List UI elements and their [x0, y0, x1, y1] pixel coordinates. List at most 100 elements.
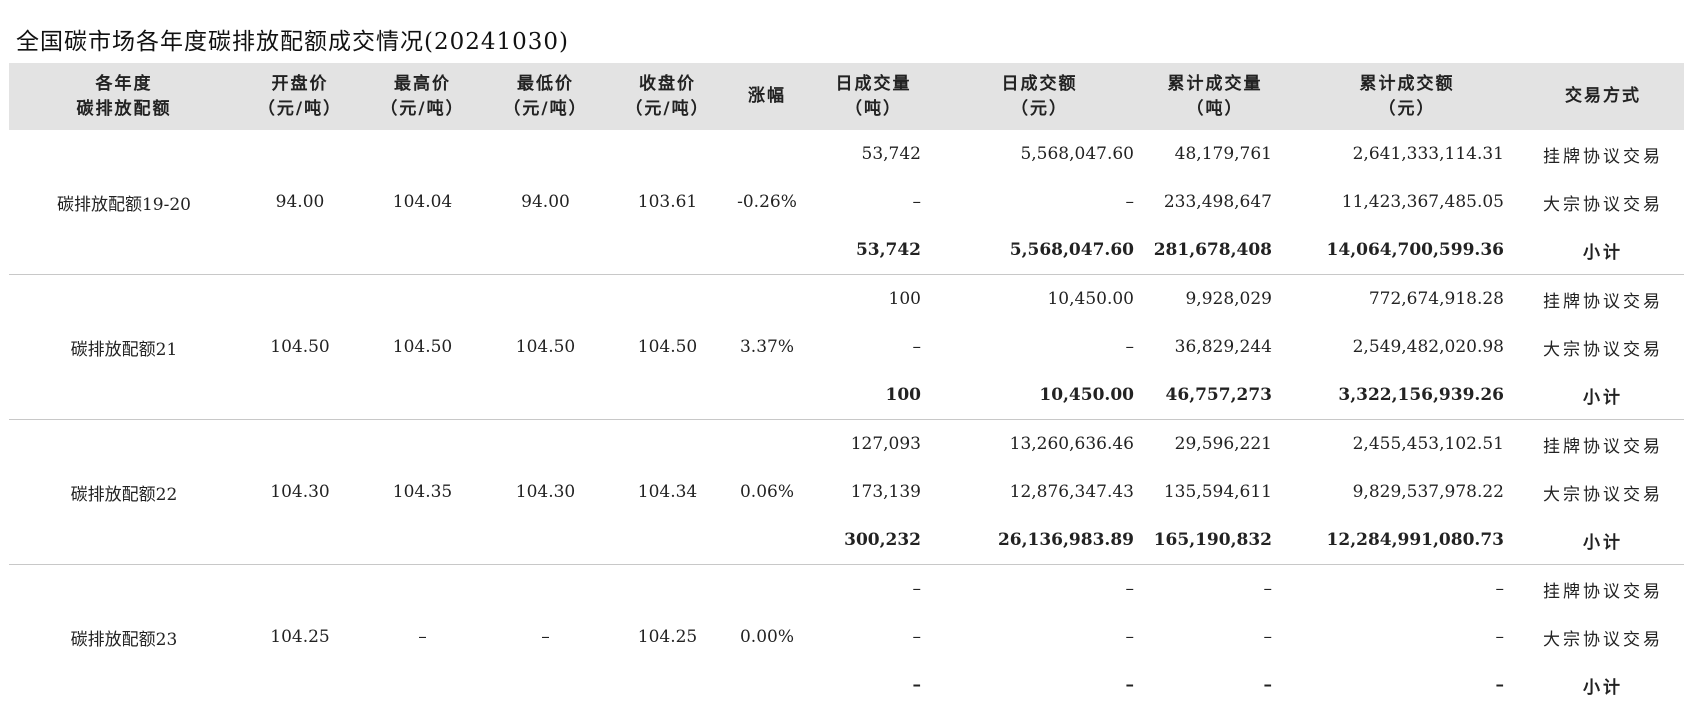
quota-name: 碳排放配额21 — [9, 275, 239, 420]
cum-volume: – — [1138, 565, 1292, 614]
table-row: 碳排放配额21 104.50 104.50 104.50 104.50 3.37… — [9, 275, 1684, 324]
daily-volume: 127,093 — [806, 420, 941, 469]
daily-amount: 5,568,047.60 — [941, 130, 1138, 178]
cum-volume: 46,757,273 — [1138, 371, 1292, 420]
daily-amount: 13,260,636.46 — [941, 420, 1138, 469]
daily-amount: – — [941, 323, 1138, 371]
daily-volume: – — [806, 661, 941, 709]
price-change: 3.37% — [728, 275, 806, 420]
close-price: 104.25 — [607, 565, 728, 709]
cum-amount: 772,674,918.28 — [1292, 275, 1522, 324]
trade-mode: 挂牌协议交易 — [1522, 420, 1684, 469]
daily-amount: 26,136,983.89 — [941, 516, 1138, 565]
daily-amount: 12,876,347.43 — [941, 468, 1138, 516]
high-price: 104.04 — [361, 130, 484, 275]
cum-amount: 12,284,991,080.73 — [1292, 516, 1522, 565]
cum-volume: 135,594,611 — [1138, 468, 1292, 516]
daily-volume: 300,232 — [806, 516, 941, 565]
cum-amount: 2,455,453,102.51 — [1292, 420, 1522, 469]
trade-mode: 小计 — [1522, 516, 1684, 565]
daily-amount: 10,450.00 — [941, 275, 1138, 324]
trade-mode: 大宗协议交易 — [1522, 613, 1684, 661]
trade-mode: 大宗协议交易 — [1522, 468, 1684, 516]
daily-volume: 53,742 — [806, 130, 941, 178]
col-header-open: 开盘价（元/吨） — [239, 63, 361, 130]
cum-volume: 29,596,221 — [1138, 420, 1292, 469]
daily-volume: 53,742 — [806, 226, 941, 275]
col-header-cum-amount: 累计成交额（元） — [1292, 63, 1522, 130]
open-price: 104.30 — [239, 420, 361, 565]
table-header: 各年度碳排放配额 开盘价（元/吨） 最高价（元/吨） 最低价（元/吨） 收盘价（… — [9, 63, 1684, 130]
trade-mode: 小计 — [1522, 371, 1684, 420]
col-header-mode: 交易方式 — [1522, 63, 1684, 130]
daily-volume: – — [806, 613, 941, 661]
trade-mode: 挂牌协议交易 — [1522, 130, 1684, 178]
open-price: 104.50 — [239, 275, 361, 420]
low-price: 104.50 — [484, 275, 607, 420]
high-price: 104.50 — [361, 275, 484, 420]
cum-volume: 36,829,244 — [1138, 323, 1292, 371]
cum-volume: – — [1138, 613, 1292, 661]
table-row: 碳排放配额19-20 94.00 104.04 94.00 103.61 -0.… — [9, 130, 1684, 178]
daily-volume: – — [806, 565, 941, 614]
daily-amount: – — [941, 613, 1138, 661]
price-change: 0.06% — [728, 420, 806, 565]
quota-name: 碳排放配额19-20 — [9, 130, 239, 275]
quota-name: 碳排放配额23 — [9, 565, 239, 709]
cum-amount: 9,829,537,978.22 — [1292, 468, 1522, 516]
low-price: 104.30 — [484, 420, 607, 565]
cum-amount: 11,423,367,485.05 — [1292, 178, 1522, 226]
cum-volume: 48,179,761 — [1138, 130, 1292, 178]
cum-volume: – — [1138, 661, 1292, 709]
trade-mode: 小计 — [1522, 226, 1684, 275]
col-header-cum-volume: 累计成交量（吨） — [1138, 63, 1292, 130]
table-row: 碳排放配额22 104.30 104.35 104.30 104.34 0.06… — [9, 420, 1684, 469]
daily-amount: 10,450.00 — [941, 371, 1138, 420]
trade-mode: 小计 — [1522, 661, 1684, 709]
daily-amount: 5,568,047.60 — [941, 226, 1138, 275]
cum-amount: 2,549,482,020.98 — [1292, 323, 1522, 371]
daily-volume: – — [806, 323, 941, 371]
cum-volume: 165,190,832 — [1138, 516, 1292, 565]
table-body: 碳排放配额19-20 94.00 104.04 94.00 103.61 -0.… — [9, 130, 1684, 709]
high-price: 104.35 — [361, 420, 484, 565]
quota-name: 碳排放配额22 — [9, 420, 239, 565]
close-price: 103.61 — [607, 130, 728, 275]
page-title: 全国碳市场各年度碳排放配额成交情况(20241030) — [16, 22, 569, 56]
low-price: – — [484, 565, 607, 709]
col-header-quota: 各年度碳排放配额 — [9, 63, 239, 130]
daily-amount: – — [941, 565, 1138, 614]
daily-amount: – — [941, 661, 1138, 709]
cum-amount: 2,641,333,114.31 — [1292, 130, 1522, 178]
cum-volume: 9,928,029 — [1138, 275, 1292, 324]
col-header-close: 收盘价（元/吨） — [607, 63, 728, 130]
trade-mode: 挂牌协议交易 — [1522, 565, 1684, 614]
price-change: 0.00% — [728, 565, 806, 709]
low-price: 94.00 — [484, 130, 607, 275]
cum-amount: – — [1292, 661, 1522, 709]
cum-amount: 14,064,700,599.36 — [1292, 226, 1522, 275]
trade-mode: 大宗协议交易 — [1522, 178, 1684, 226]
open-price: 94.00 — [239, 130, 361, 275]
table-row: 碳排放配额23 104.25 – – 104.25 0.00% – – – – … — [9, 565, 1684, 614]
col-header-daily-volume: 日成交量（吨） — [806, 63, 941, 130]
cum-amount: – — [1292, 613, 1522, 661]
daily-volume: 100 — [806, 275, 941, 324]
col-header-daily-amount: 日成交额（元） — [941, 63, 1138, 130]
high-price: – — [361, 565, 484, 709]
daily-volume: – — [806, 178, 941, 226]
col-header-low: 最低价（元/吨） — [484, 63, 607, 130]
cum-amount: – — [1292, 565, 1522, 614]
daily-amount: – — [941, 178, 1138, 226]
trade-mode: 大宗协议交易 — [1522, 323, 1684, 371]
col-header-change: 涨幅 — [728, 63, 806, 130]
cum-volume: 281,678,408 — [1138, 226, 1292, 275]
daily-volume: 173,139 — [806, 468, 941, 516]
close-price: 104.34 — [607, 420, 728, 565]
price-change: -0.26% — [728, 130, 806, 275]
carbon-quota-table: 各年度碳排放配额 开盘价（元/吨） 最高价（元/吨） 最低价（元/吨） 收盘价（… — [9, 63, 1684, 709]
daily-volume: 100 — [806, 371, 941, 420]
cum-volume: 233,498,647 — [1138, 178, 1292, 226]
col-header-high: 最高价（元/吨） — [361, 63, 484, 130]
open-price: 104.25 — [239, 565, 361, 709]
